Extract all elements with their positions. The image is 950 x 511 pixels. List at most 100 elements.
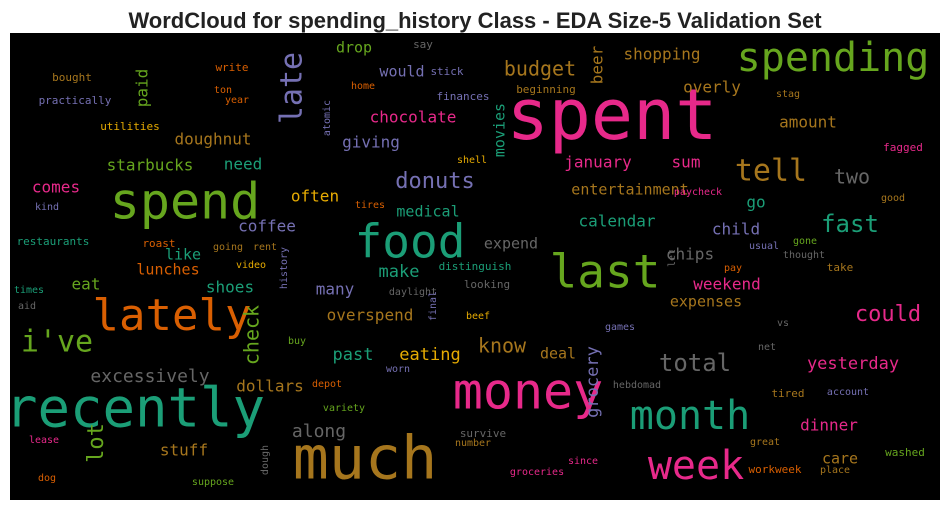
word: movies <box>491 103 509 157</box>
word: check <box>240 305 264 365</box>
word: good <box>881 193 905 204</box>
word: practically <box>39 94 112 107</box>
word: spending <box>737 35 930 81</box>
word: thought <box>783 250 825 261</box>
word: could <box>855 302 921 327</box>
word: like <box>165 246 201 264</box>
cloud-background <box>10 33 940 500</box>
word: recently <box>5 377 265 440</box>
word: dog <box>38 473 56 484</box>
word: gone <box>793 236 817 247</box>
word: need <box>224 155 263 174</box>
word: great <box>750 437 780 448</box>
word: take <box>827 261 854 274</box>
word: survive <box>460 427 506 440</box>
word: doughnut <box>174 130 251 149</box>
word: budget <box>504 57 576 81</box>
word: excessively <box>90 366 209 387</box>
word: chips <box>666 245 714 264</box>
word: often <box>291 187 339 206</box>
word: bought <box>52 71 92 84</box>
word: beer <box>588 45 607 84</box>
word: stick <box>430 65 463 78</box>
word: fast <box>821 210 879 238</box>
word: spent <box>507 74 718 156</box>
word: rent <box>253 242 277 253</box>
word: dough <box>260 445 271 475</box>
word: tell <box>735 154 807 189</box>
word: ton <box>214 85 232 96</box>
word: groceries <box>510 467 564 478</box>
word: starbucks <box>107 156 194 175</box>
word: stuff <box>160 441 208 460</box>
word: looking <box>464 278 510 291</box>
chart-title: WordCloud for spending_history Class - E… <box>128 8 822 33</box>
word: roast <box>142 237 175 250</box>
word: many <box>316 280 355 299</box>
word: atomic <box>322 100 333 136</box>
word: beginning <box>516 83 576 96</box>
word: washed <box>885 446 925 459</box>
word: dollars <box>236 377 303 396</box>
word: child <box>712 220 760 239</box>
word: games <box>605 322 635 333</box>
word: dinner <box>800 416 858 435</box>
word: pay <box>724 263 742 274</box>
word: lease <box>29 435 59 446</box>
word: shoes <box>206 278 254 297</box>
word: video <box>236 260 266 271</box>
word: much <box>293 424 438 494</box>
word: make <box>379 262 420 282</box>
word: shopping <box>623 45 700 64</box>
word: amount <box>779 113 837 132</box>
word: restaurants <box>17 235 90 248</box>
word: eat <box>72 275 101 294</box>
word: spend <box>110 173 261 231</box>
word: overly <box>683 78 741 97</box>
word: expend <box>484 235 538 253</box>
word: year <box>225 95 249 106</box>
word: kind <box>35 202 59 213</box>
word: aid <box>18 301 36 312</box>
word: finances <box>437 90 490 103</box>
word: calendar <box>578 212 655 231</box>
word: grocery <box>583 346 603 418</box>
word: donuts <box>395 169 474 194</box>
word: month <box>630 393 750 439</box>
word: weekend <box>693 275 760 294</box>
word: home <box>351 81 375 92</box>
word: along <box>292 421 346 442</box>
word: history <box>279 247 290 289</box>
word: account <box>827 387 869 398</box>
word: i've <box>21 325 93 360</box>
word: care <box>822 450 858 468</box>
word: stag <box>776 89 800 100</box>
word: depot <box>312 379 342 390</box>
word: hebdomad <box>613 380 661 391</box>
word: lot <box>84 423 109 463</box>
word: tired <box>771 387 804 400</box>
word: eating <box>399 345 460 365</box>
word: two <box>834 165 870 189</box>
word: worn <box>386 364 410 375</box>
word: buy <box>288 336 306 347</box>
word: total <box>659 349 731 377</box>
word: say <box>413 38 433 51</box>
word: distinguish <box>439 260 512 273</box>
word: utilities <box>100 120 160 133</box>
word: daylight <box>389 287 437 298</box>
word: would <box>379 63 424 81</box>
word: lately <box>93 290 252 341</box>
word: last <box>550 245 661 299</box>
word: net <box>758 342 776 353</box>
word: january <box>564 153 632 172</box>
word: write <box>215 61 248 74</box>
word: workweek <box>749 463 802 476</box>
word: number <box>455 438 491 449</box>
word: let <box>667 249 678 267</box>
word: variety <box>323 403 365 414</box>
word: expenses <box>670 293 742 311</box>
word: giving <box>342 133 400 152</box>
